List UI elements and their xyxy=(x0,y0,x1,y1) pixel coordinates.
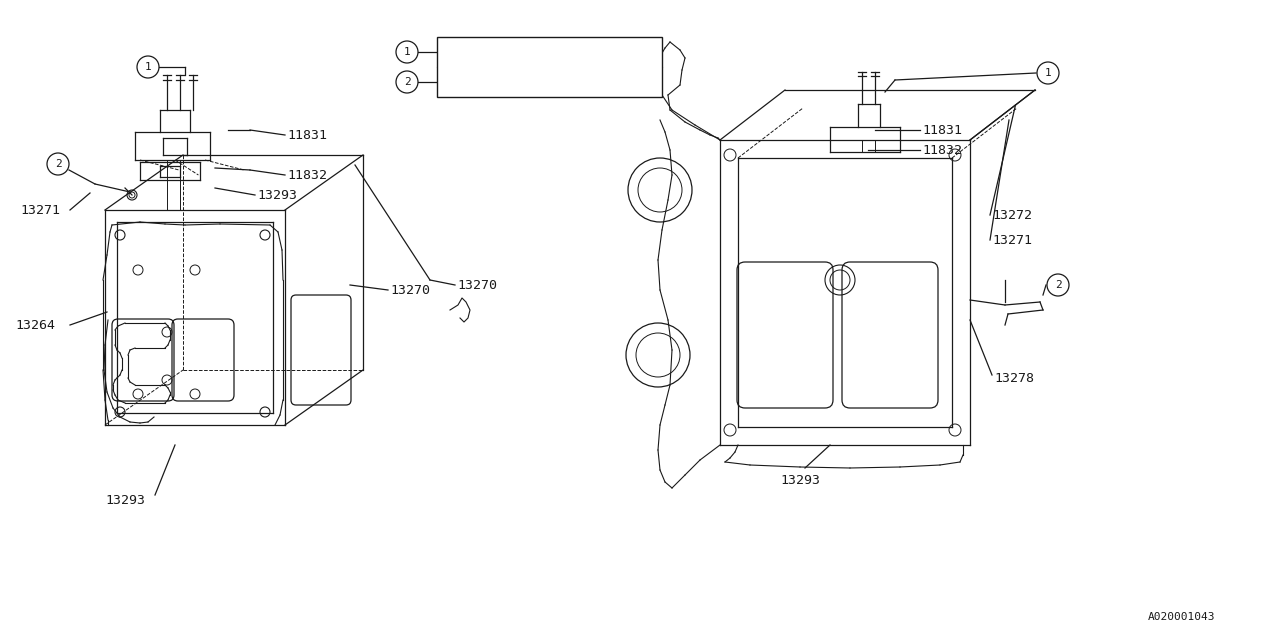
Text: 13270: 13270 xyxy=(390,284,430,296)
Text: 13264: 13264 xyxy=(15,319,55,332)
Text: 13293: 13293 xyxy=(105,493,145,506)
Text: 2: 2 xyxy=(1055,280,1061,290)
Text: 1: 1 xyxy=(1044,68,1051,78)
Circle shape xyxy=(396,41,419,63)
Text: 1: 1 xyxy=(403,47,411,57)
Bar xyxy=(436,37,662,97)
Text: 13293: 13293 xyxy=(257,189,297,202)
Text: 13270: 13270 xyxy=(457,278,497,291)
Text: 2: 2 xyxy=(55,159,61,169)
Text: 1: 1 xyxy=(145,62,151,72)
Text: 13271: 13271 xyxy=(992,234,1032,246)
Circle shape xyxy=(1047,274,1069,296)
Circle shape xyxy=(1037,62,1059,84)
Text: 11832: 11832 xyxy=(287,168,326,182)
Text: 11832: 11832 xyxy=(922,143,963,157)
Text: A70663: A70663 xyxy=(445,76,488,88)
Text: A020001043: A020001043 xyxy=(1147,612,1215,622)
Circle shape xyxy=(137,56,159,78)
Text: 11831: 11831 xyxy=(922,124,963,136)
Text: 2: 2 xyxy=(403,77,411,87)
Text: 13278: 13278 xyxy=(995,371,1034,385)
Text: 13271: 13271 xyxy=(20,204,60,216)
Text: 13293: 13293 xyxy=(780,474,820,486)
Text: 01040620A(6 ): 01040620A(6 ) xyxy=(463,45,556,58)
Text: 11831: 11831 xyxy=(287,129,326,141)
Circle shape xyxy=(442,43,460,61)
Circle shape xyxy=(396,71,419,93)
Circle shape xyxy=(47,153,69,175)
Text: B: B xyxy=(448,47,454,57)
Text: 13272: 13272 xyxy=(992,209,1032,221)
